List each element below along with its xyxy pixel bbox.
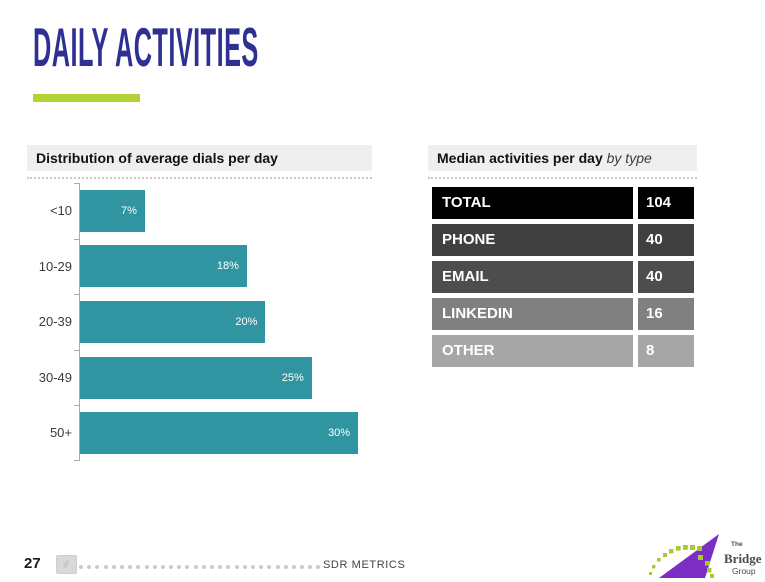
page-title: DAILY ACTIVITIES	[33, 16, 259, 78]
axis-tick	[74, 183, 80, 184]
footer-marker-icon: ✐	[56, 555, 77, 574]
leader-dot	[79, 565, 83, 569]
leader-dot	[316, 565, 321, 569]
axis-tick	[74, 405, 80, 407]
leader-dot	[185, 565, 190, 569]
logo-triangle	[659, 534, 719, 578]
leader-dot	[267, 565, 272, 569]
category-label: 20-39	[38, 314, 72, 330]
table-row-other: OTHER 8	[432, 335, 694, 367]
bar-value-label: 18%	[216, 260, 239, 273]
logo-text-the: The	[731, 541, 743, 548]
leader-dot	[95, 565, 100, 569]
chart-category-labels: <10 10-29 20-39 30-49 50+	[18, 183, 72, 461]
table-row-total: TOTAL 104	[432, 187, 694, 219]
table-label-cell: PHONE	[432, 224, 633, 256]
leader-dot	[144, 565, 149, 569]
page-number: 27	[24, 555, 41, 572]
leader-dot	[259, 565, 264, 569]
bar-value-label: 20%	[235, 316, 258, 328]
leader-dot	[291, 565, 296, 569]
leader-dot	[275, 565, 280, 569]
median-table: TOTAL 104 PHONE 40 EMAIL 40 LINKEDIN 16 OTHER 8	[432, 187, 694, 372]
leader-dot	[283, 565, 288, 569]
leader-dot	[177, 565, 182, 569]
category-label: <10	[49, 203, 72, 218]
axis-tick	[74, 294, 80, 296]
leader-dot	[201, 565, 206, 569]
leader-dot	[234, 565, 239, 569]
bar-10-29: 18%	[80, 245, 247, 288]
leader-dot	[128, 565, 133, 569]
category-label: 30-49	[38, 369, 72, 385]
leader-dot	[111, 565, 116, 569]
bar-20-39: 20%	[80, 301, 266, 343]
table-value-cell: 40	[638, 261, 694, 293]
bridge-group-logo: The Bridge Group	[649, 534, 762, 578]
leader-dot	[300, 565, 305, 569]
pencil-icon: ✐	[60, 557, 73, 572]
leader-dot	[87, 565, 92, 569]
category-label: 10-29	[38, 258, 72, 274]
leader-dot	[160, 565, 165, 569]
leader-dot	[308, 565, 313, 569]
axis-tick	[74, 238, 80, 240]
footer-label: SDR METRICS	[323, 559, 406, 571]
leader-dot	[119, 565, 124, 569]
axis-tick	[74, 460, 80, 461]
chart-plot: 7% 18% 20% 25% 30%	[74, 183, 372, 461]
leader-dot	[218, 565, 223, 569]
table-value-cell: 16	[638, 298, 694, 330]
leader-dot	[136, 565, 141, 569]
logo-arc-squares	[649, 545, 714, 578]
table-row-linkedin: LINKEDIN 16	[432, 298, 694, 330]
leader-dot	[210, 565, 214, 569]
table-section-header: Median activities per day by type	[428, 145, 697, 179]
leader-dot	[226, 565, 231, 569]
bar-value-label: 25%	[281, 371, 304, 384]
leader-dot	[103, 565, 108, 569]
logo-text-bridge: Bridge	[724, 551, 762, 566]
bar-30-49: 25%	[80, 356, 312, 399]
bar-<10: 7%	[80, 189, 145, 232]
table-title: Median activities per day	[437, 150, 603, 166]
bar-50+: 30%	[80, 412, 359, 455]
leader-dot	[193, 565, 198, 569]
leader-dot	[242, 565, 247, 569]
table-label-cell: LINKEDIN	[432, 298, 633, 330]
table-label-cell: TOTAL	[432, 187, 633, 219]
axis-tick	[74, 349, 80, 351]
table-value-cell: 104	[638, 187, 694, 219]
bar-value-label: 7%	[120, 204, 137, 217]
table-label-cell: OTHER	[432, 335, 633, 367]
footer-dotted-leader	[79, 565, 325, 569]
table-value-cell: 40	[638, 224, 694, 256]
bar-value-label: 30%	[328, 427, 351, 440]
table-label-cell: EMAIL	[432, 261, 633, 293]
table-row-phone: PHONE 40	[432, 224, 694, 256]
chart-title: Distribution of average dials per day	[36, 150, 278, 166]
table-title-qualifier: by type	[602, 150, 652, 166]
leader-dot	[169, 565, 174, 569]
title-underline	[33, 94, 140, 102]
category-label: 50+	[49, 425, 72, 441]
leader-dot	[152, 565, 157, 569]
table-value-cell: 8	[638, 335, 694, 367]
logo-text-group: Group	[732, 566, 756, 576]
table-row-email: EMAIL 40	[432, 261, 694, 293]
chart-section-header: Distribution of average dials per day	[27, 145, 372, 179]
leader-dot	[250, 565, 255, 569]
